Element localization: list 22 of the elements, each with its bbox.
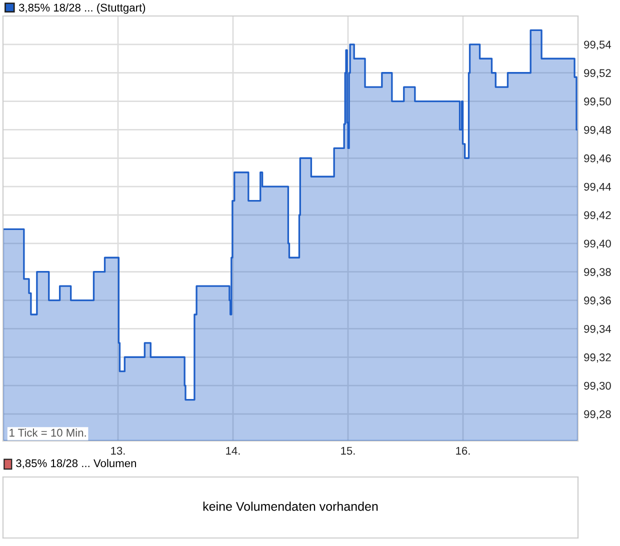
y-tick-label: 99,42: [584, 211, 611, 220]
y-tick-label: 99,44: [584, 182, 612, 192]
y-tick-label: 99,30: [584, 382, 611, 392]
x-tick-label: 15.: [341, 446, 355, 455]
y-tick-label: 99,32: [584, 353, 611, 363]
x-tick-label: 13.: [111, 446, 125, 455]
legend-label: 3,85% 18/28 ... (Stuttgart): [18, 3, 146, 14]
y-tick-label: 99,36: [584, 296, 611, 306]
y-tick-label: 99,38: [584, 268, 611, 278]
text: 3,85% 18/28 ... Volumen: [16, 459, 136, 468]
y-tick-label: 99,54: [584, 40, 612, 50]
annotation: 1 Tick = 10 Min.: [10, 428, 86, 437]
y-tick-label: 99,46: [584, 154, 611, 164]
y-tick-label: 99,52: [584, 69, 611, 78]
text: keine Volumendaten vorhanden: [203, 502, 378, 511]
y-tick-label: 99,50: [584, 98, 611, 107]
x-tick-label: 14.: [226, 446, 240, 455]
y-tick-label: 99,34: [584, 324, 612, 334]
y-tick-label: 99,40: [584, 240, 611, 249]
x-tick-label: 16.: [456, 446, 470, 455]
y-tick-label: 99,28: [584, 410, 611, 420]
y-tick-label: 99,48: [584, 126, 611, 136]
